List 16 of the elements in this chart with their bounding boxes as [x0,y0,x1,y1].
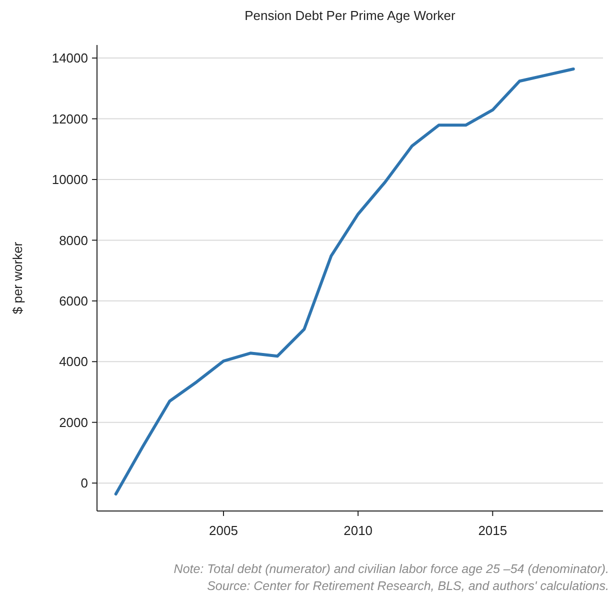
y-tick-label: 14000 [52,50,88,66]
y-tick-label: 12000 [52,111,88,126]
y-tick-label: 10000 [52,172,88,188]
y-tick-label: 2000 [59,414,88,430]
line-series [114,67,575,496]
y-tick-label: 4000 [59,354,88,370]
source-note: Source: Center for Retirement Research, BLS, and authors' calculations. [207,579,609,593]
y-tick-label: 8000 [59,232,88,248]
y-tick-label: 6000 [59,293,88,308]
y-tick-label: 0 [80,476,88,491]
x-tick-label: 2010 [344,523,373,538]
chart-title: Pension Debt Per Prime Age Worker [244,8,456,23]
y-axis-title: $ per worker [10,241,25,314]
x-tick-label: 2015 [478,523,508,538]
text: Note: Total debt (numerator) and civilian labor force age 25 –54 (denominator). [174,562,609,576]
x-tick-label: 2005 [209,523,238,538]
